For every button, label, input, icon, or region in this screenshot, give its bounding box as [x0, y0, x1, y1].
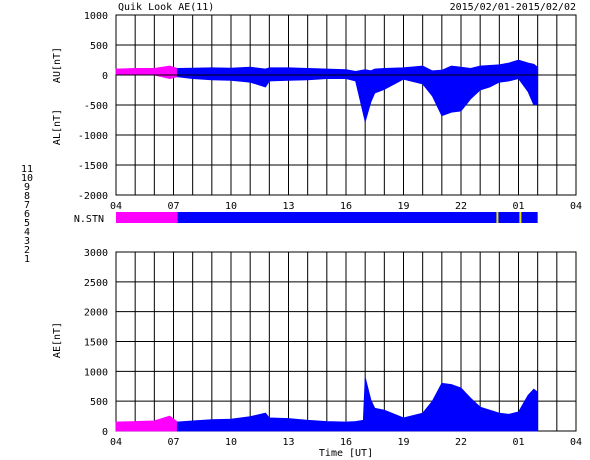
nstn-gap-marker	[496, 212, 499, 223]
au-al-ytick-label: -500	[84, 101, 108, 112]
au-al-xtick-label: 01	[512, 201, 524, 212]
station-legend-item: 7	[24, 200, 30, 211]
au-al-xtick-label: 10	[225, 201, 237, 212]
ae-xlabel: Time [UT]	[319, 448, 373, 459]
station-legend-item: 10	[21, 173, 33, 184]
au-al-area-early	[115, 65, 178, 80]
au-al-ytick-label: 500	[90, 41, 108, 52]
au-ylabel: AU[nT]	[52, 47, 63, 83]
station-legend-item: 11	[21, 164, 33, 175]
ae-xtick-label: 22	[455, 437, 467, 448]
ae-ytick-label: 500	[90, 397, 108, 408]
ae-ytick-label: 1000	[84, 367, 108, 378]
date-range: 2015/02/01-2015/02/02	[450, 2, 576, 13]
station-legend-item: 3	[24, 236, 30, 247]
ae-xtick-label: 04	[570, 437, 582, 448]
nstn-label: N.STN	[74, 214, 104, 225]
ae-xtick-label: 16	[340, 437, 352, 448]
station-legend-item: 9	[24, 182, 30, 193]
au-al-xtick-label: 04	[570, 201, 582, 212]
ae-area-main	[176, 377, 539, 432]
au-al-xtick-label: 19	[397, 201, 409, 212]
ae-xtick-label: 01	[512, 437, 524, 448]
ae-xtick-label: 13	[282, 437, 294, 448]
ae-ytick-label: 2000	[84, 308, 108, 319]
ae-ylabel: AE[nT]	[52, 322, 63, 358]
nstn-bar-segment	[177, 212, 538, 223]
nstn-gap-marker	[519, 212, 522, 223]
au-al-ytick-label: 0	[102, 71, 108, 82]
au-al-frame	[115, 14, 577, 196]
au-al-ytick-label: -1500	[78, 161, 108, 172]
ae-xtick-label: 04	[110, 437, 122, 448]
station-legend-item: 1	[24, 254, 30, 265]
station-legend-item: 4	[24, 227, 30, 238]
station-legend-item: 6	[24, 209, 30, 220]
au-al-xtick-label: 07	[167, 201, 179, 212]
au-al-xtick-label: 16	[340, 201, 352, 212]
station-legend-item: 2	[24, 245, 30, 256]
nstn-bar-segment	[116, 212, 178, 223]
ae-ytick-label: 1500	[84, 338, 108, 349]
ae-ytick-label: 0	[102, 427, 108, 438]
au-al-xtick-label: 22	[455, 201, 467, 212]
au-al-xtick-label: 04	[110, 201, 122, 212]
al-ylabel: AL[nT]	[52, 109, 63, 145]
au-al-xtick-label: 13	[282, 201, 294, 212]
au-al-ytick-label: -2000	[78, 191, 108, 202]
ae-xtick-label: 07	[167, 437, 179, 448]
station-legend-item: 8	[24, 191, 30, 202]
au-al-ytick-label: 1000	[84, 11, 108, 22]
chart-title: Quik Look AE(11)	[118, 2, 214, 13]
ae-ytick-label: 3000	[84, 248, 108, 259]
ae-area-early	[115, 415, 178, 432]
au-al-ytick-label: -1000	[78, 131, 108, 142]
ae-ytick-label: 2500	[84, 278, 108, 289]
ae-xtick-label: 19	[397, 437, 409, 448]
station-legend-item: 5	[24, 218, 30, 229]
ae-xtick-label: 10	[225, 437, 237, 448]
